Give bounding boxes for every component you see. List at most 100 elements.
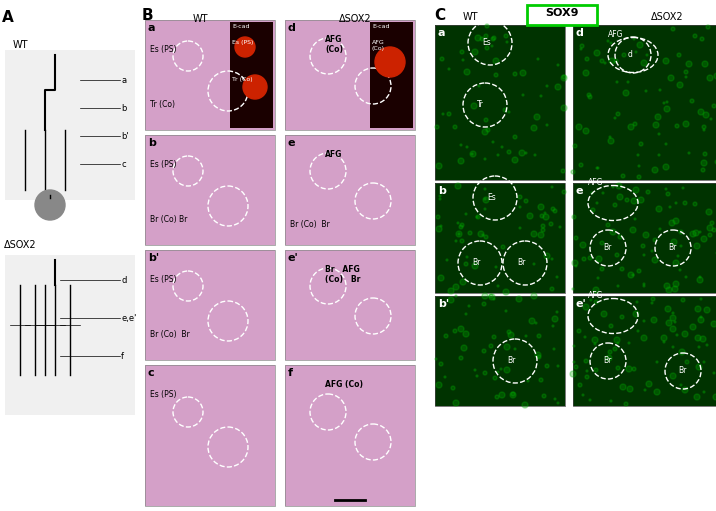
Text: E-cad: E-cad — [372, 24, 390, 29]
Circle shape — [604, 62, 606, 64]
Circle shape — [491, 45, 493, 47]
Circle shape — [484, 34, 488, 38]
Circle shape — [610, 42, 612, 44]
Circle shape — [609, 136, 611, 138]
Circle shape — [645, 90, 647, 92]
Circle shape — [243, 75, 267, 99]
Text: AFG (Co): AFG (Co) — [325, 380, 363, 389]
Circle shape — [664, 106, 670, 112]
Circle shape — [636, 301, 638, 303]
Circle shape — [546, 124, 548, 126]
Circle shape — [669, 206, 671, 208]
Text: a: a — [438, 28, 445, 38]
Circle shape — [633, 122, 637, 126]
Circle shape — [628, 342, 630, 344]
Circle shape — [653, 122, 659, 128]
Circle shape — [624, 402, 628, 406]
Circle shape — [540, 214, 544, 218]
Circle shape — [504, 34, 508, 38]
Circle shape — [493, 58, 499, 64]
Circle shape — [666, 192, 670, 196]
Circle shape — [577, 329, 581, 333]
Circle shape — [505, 310, 507, 312]
Circle shape — [698, 346, 700, 348]
Circle shape — [557, 64, 559, 66]
Circle shape — [627, 81, 629, 83]
Circle shape — [447, 112, 451, 116]
Circle shape — [506, 41, 508, 43]
Circle shape — [504, 344, 510, 350]
Circle shape — [673, 218, 679, 224]
Circle shape — [562, 75, 566, 79]
Text: AFG: AFG — [588, 291, 604, 300]
Circle shape — [503, 289, 509, 295]
Circle shape — [683, 121, 689, 127]
Circle shape — [591, 208, 595, 212]
Circle shape — [671, 239, 677, 245]
Circle shape — [592, 337, 598, 343]
Circle shape — [682, 331, 688, 337]
Circle shape — [597, 167, 599, 169]
Circle shape — [448, 68, 450, 70]
Circle shape — [654, 389, 660, 395]
Circle shape — [674, 321, 676, 323]
Circle shape — [571, 170, 575, 174]
Circle shape — [673, 260, 679, 266]
Circle shape — [556, 311, 558, 313]
Circle shape — [484, 235, 488, 239]
Circle shape — [537, 355, 541, 359]
Circle shape — [693, 202, 697, 206]
Circle shape — [596, 167, 598, 169]
Circle shape — [574, 236, 578, 240]
Circle shape — [460, 50, 464, 54]
Circle shape — [655, 114, 661, 120]
Bar — [435, 296, 565, 406]
Bar — [432, 0, 716, 511]
Text: e': e' — [576, 299, 586, 309]
Text: Br: Br — [603, 356, 611, 365]
Circle shape — [485, 24, 489, 28]
Text: WT: WT — [12, 40, 28, 50]
Circle shape — [630, 227, 636, 233]
Circle shape — [463, 331, 469, 337]
Circle shape — [714, 73, 716, 79]
Circle shape — [681, 298, 685, 302]
Text: a: a — [121, 76, 126, 85]
Circle shape — [632, 367, 636, 371]
Circle shape — [525, 335, 527, 337]
Circle shape — [653, 238, 657, 242]
Circle shape — [522, 94, 524, 96]
Circle shape — [638, 165, 640, 167]
Circle shape — [708, 233, 712, 237]
Circle shape — [616, 366, 620, 370]
Circle shape — [588, 256, 592, 260]
Circle shape — [572, 288, 574, 290]
Circle shape — [614, 59, 618, 63]
Circle shape — [690, 324, 696, 330]
Circle shape — [590, 299, 592, 301]
Circle shape — [573, 361, 575, 363]
Circle shape — [440, 225, 442, 227]
Circle shape — [704, 307, 710, 313]
Circle shape — [711, 321, 716, 327]
Circle shape — [707, 75, 713, 81]
Circle shape — [578, 383, 582, 387]
Bar — [145, 135, 275, 245]
Circle shape — [583, 70, 589, 76]
Text: Es: Es — [482, 38, 490, 47]
Circle shape — [535, 322, 537, 324]
Text: c: c — [148, 368, 155, 378]
Circle shape — [713, 394, 716, 400]
Circle shape — [668, 75, 674, 81]
Bar — [285, 250, 415, 360]
Circle shape — [439, 195, 441, 197]
Circle shape — [573, 345, 575, 347]
Circle shape — [519, 206, 521, 208]
Circle shape — [551, 186, 553, 188]
Circle shape — [698, 317, 704, 323]
Circle shape — [453, 284, 459, 290]
Bar — [285, 20, 415, 130]
Circle shape — [550, 287, 554, 291]
Circle shape — [643, 232, 649, 238]
Text: Br: Br — [603, 243, 611, 252]
